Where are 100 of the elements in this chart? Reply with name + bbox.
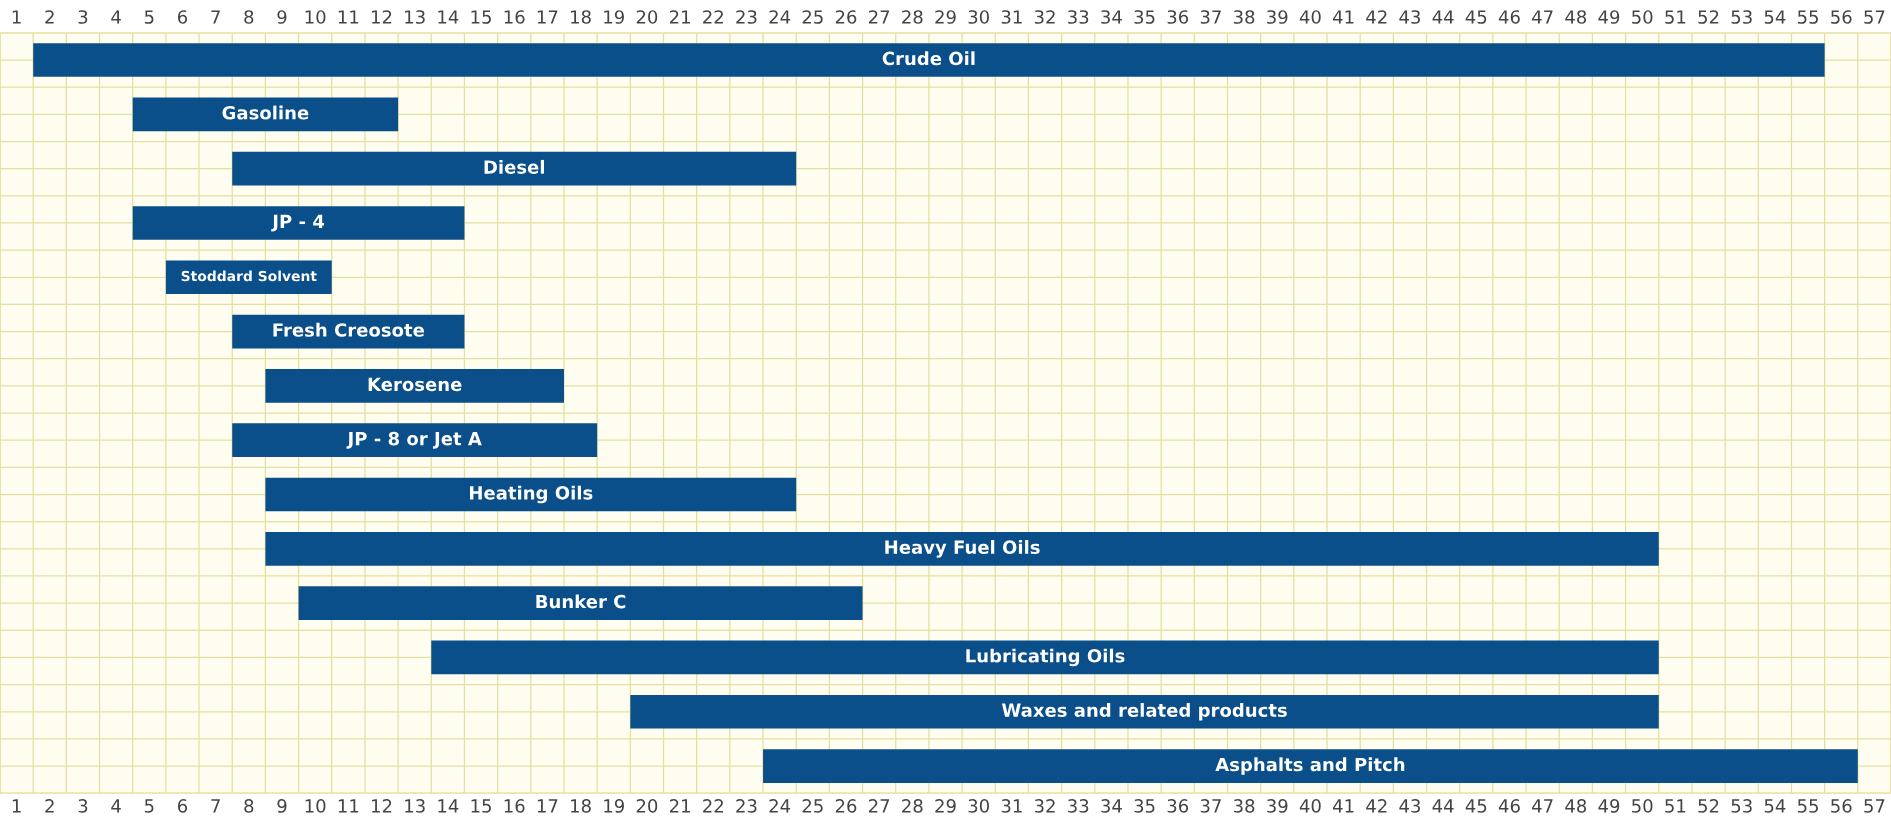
x2-tick-label: 25 xyxy=(802,10,823,24)
x2-tick-label: 12 xyxy=(372,10,392,24)
x2-tick-label: 18 xyxy=(571,10,591,24)
x-tick-label: 4 xyxy=(111,799,121,813)
y-tick-label: JP - 4 xyxy=(271,214,325,232)
x2-tick-label: 55 xyxy=(1797,10,1818,24)
x-tick-label: 30 xyxy=(968,799,989,813)
y-tick-label: Heating Oils xyxy=(470,485,593,504)
x2-tick-label: 34 xyxy=(1101,10,1122,24)
bar xyxy=(232,423,598,458)
x-tick-label: 23 xyxy=(736,799,757,813)
x-tick-label: 33 xyxy=(1068,799,1089,813)
x-tick-label: 15 xyxy=(471,799,491,813)
x2-tick-label: 21 xyxy=(669,10,690,24)
y-tick-label: Lubricating Oils xyxy=(966,648,1125,667)
x2-tick-label: 19 xyxy=(604,10,624,24)
y-tick-label: Heavy Fuel Oils xyxy=(885,540,1040,558)
x2-tick-label: 56 xyxy=(1831,10,1852,24)
x-tick-label: 54 xyxy=(1764,799,1786,813)
bar xyxy=(265,369,564,403)
x2-tick-label: 39 xyxy=(1267,10,1288,24)
y-tick-label: Crude Oil xyxy=(882,51,975,66)
x2-tick-label: 48 xyxy=(1565,10,1587,24)
x-tick-label: 56 xyxy=(1831,799,1852,813)
x-tick-label: 39 xyxy=(1267,799,1288,813)
x-tick-label: 5 xyxy=(144,799,154,813)
x2-tick-label: 7 xyxy=(211,10,220,24)
x-tick-label: 26 xyxy=(835,799,857,813)
y-tick-label: Fresh Creosote xyxy=(273,322,424,337)
x-tick-label: 46 xyxy=(1498,799,1520,813)
x-tick-label: 11 xyxy=(338,799,359,813)
x-tick-label: 45 xyxy=(1465,799,1487,813)
bar xyxy=(630,694,1659,729)
x2-tick-label: 30 xyxy=(968,10,989,24)
x2-tick-label: 9 xyxy=(277,10,287,24)
x-tick-label: 31 xyxy=(1001,799,1022,813)
x2-tick-label: 41 xyxy=(1333,10,1354,24)
x-tick-label: 24 xyxy=(769,799,791,813)
x2-tick-label: 31 xyxy=(1001,10,1022,24)
bar xyxy=(265,532,1659,566)
x2-tick-label: 23 xyxy=(736,10,757,24)
x2-tick-label: 17 xyxy=(537,10,558,24)
x-tick-label: 10 xyxy=(305,799,326,813)
x-tick-label: 2 xyxy=(45,799,54,813)
x-tick-label: 42 xyxy=(1366,799,1387,813)
x-tick-label: 3 xyxy=(78,799,88,813)
bar xyxy=(265,477,797,512)
x2-tick-label: 28 xyxy=(902,10,923,24)
x-tick-label: 53 xyxy=(1731,799,1752,813)
x2-tick-label: 49 xyxy=(1598,10,1620,24)
x2-tick-label: 45 xyxy=(1465,10,1487,24)
bar xyxy=(763,749,1858,783)
x2-tick-label: 29 xyxy=(935,10,956,24)
x2-tick-label: 37 xyxy=(1200,10,1221,24)
x2-tick-label: 22 xyxy=(703,10,723,24)
x2-tick-label: 36 xyxy=(1167,10,1189,24)
bar xyxy=(232,151,797,186)
x2-tick-label: 54 xyxy=(1764,10,1786,24)
x2-tick-label: 3 xyxy=(78,10,88,24)
y-tick-label: Stoddard Solvent xyxy=(181,270,317,282)
x-tick-label: 47 xyxy=(1532,799,1553,813)
x-tick-label: 48 xyxy=(1565,799,1587,813)
x-tick-label: 17 xyxy=(537,799,558,813)
x2-tick-label: 57 xyxy=(1864,10,1885,24)
x-tick-label: 36 xyxy=(1167,799,1189,813)
y-tick-label: Waxes and related products xyxy=(1001,703,1287,721)
x2-tick-label: 46 xyxy=(1498,10,1520,24)
x2-tick-label: 26 xyxy=(835,10,857,24)
x-tick-label: 8 xyxy=(244,799,254,813)
x2-tick-label: 42 xyxy=(1366,10,1387,24)
x-tick-label: 38 xyxy=(1233,799,1255,813)
x2-tick-label: 51 xyxy=(1665,10,1686,24)
x-tick-label: 44 xyxy=(1432,799,1454,813)
x2-tick-label: 8 xyxy=(244,10,254,24)
x-tick-label: 14 xyxy=(438,799,459,813)
x2-tick-label: 24 xyxy=(769,10,791,24)
x2-tick-label: 33 xyxy=(1068,10,1089,24)
x-tick-label: 49 xyxy=(1598,799,1620,813)
x-tick-label: 43 xyxy=(1399,799,1420,813)
x2-tick-label: 10 xyxy=(305,10,326,24)
y-tick-label: Asphalts and Pitch xyxy=(1215,757,1405,775)
x2-tick-label: 5 xyxy=(144,10,154,24)
x2-tick-label: 43 xyxy=(1399,10,1420,24)
y-tick-label: Bunker C xyxy=(536,594,626,609)
y-tick-label: Diesel xyxy=(484,159,544,174)
x-tick-label: 16 xyxy=(504,799,525,813)
x-tick-label: 21 xyxy=(669,799,690,813)
x-tick-label: 41 xyxy=(1333,799,1354,813)
x2-tick-label: 47 xyxy=(1532,10,1553,24)
x-tick-label: 27 xyxy=(868,799,890,813)
x-tick-label: 19 xyxy=(604,799,624,813)
x2-tick-label: 11 xyxy=(338,10,359,24)
x-tick-label: 9 xyxy=(277,799,287,813)
x2-tick-label: 14 xyxy=(438,10,459,24)
x2-tick-label: 6 xyxy=(177,10,188,24)
x2-tick-label: 15 xyxy=(471,10,491,24)
x-tick-label: 51 xyxy=(1665,799,1686,813)
y-tick-label: Kerosene xyxy=(368,377,462,392)
bar xyxy=(165,260,332,295)
x-tick-label: 7 xyxy=(211,799,220,813)
